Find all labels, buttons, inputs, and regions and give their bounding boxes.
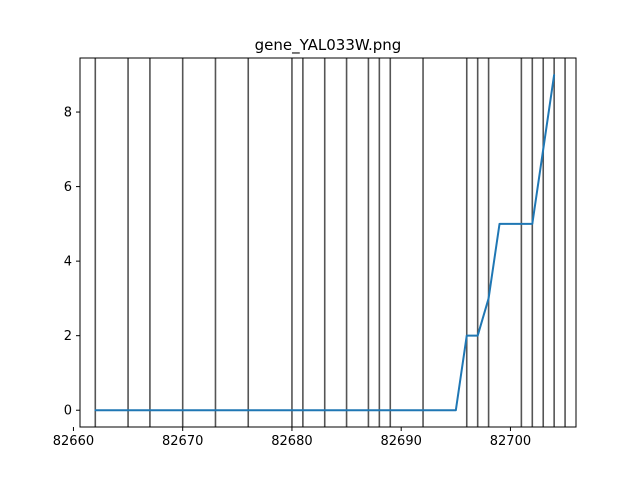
- data-point-0-2: [465, 334, 468, 337]
- data-point-0-7: [531, 223, 534, 225]
- plot-frame: [79, 57, 577, 428]
- x-tick-label-2: 82680: [271, 434, 312, 449]
- data-point-0-4: [487, 297, 490, 300]
- chart-title: gene_YAL033W.png: [255, 36, 402, 55]
- x-axis: 82660 82670 82680 82690 82700: [53, 427, 531, 449]
- x-tick-label-3: 82690: [381, 434, 422, 449]
- x-tick-label-4: 82700: [490, 434, 531, 449]
- series-group: [94, 73, 556, 412]
- data-point-0-0: [94, 409, 97, 412]
- data-point-0-5: [498, 223, 501, 225]
- y-tick-label-1: 2: [64, 329, 72, 344]
- y-axis: 0 2 4 6 8: [64, 106, 80, 419]
- data-point-0-1: [455, 409, 457, 412]
- vertical-lines: [94, 58, 566, 427]
- data-point-0-6: [520, 223, 523, 225]
- y-tick-label-2: 4: [64, 255, 72, 270]
- y-tick-label-0: 0: [64, 404, 72, 419]
- y-tick-label-3: 6: [64, 180, 72, 195]
- data-point-0-3: [476, 334, 479, 337]
- x-tick-label-0: 82660: [53, 434, 94, 449]
- x-tick-label-1: 82670: [162, 434, 203, 449]
- y-tick-label-4: 8: [64, 106, 72, 121]
- data-point-0-8: [553, 73, 555, 76]
